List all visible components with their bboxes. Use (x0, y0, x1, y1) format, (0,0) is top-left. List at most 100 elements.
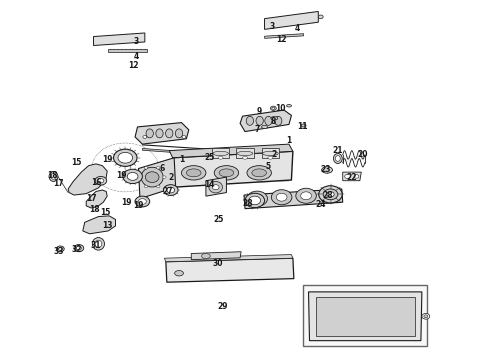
Ellipse shape (424, 315, 428, 318)
Polygon shape (135, 123, 189, 144)
Ellipse shape (287, 104, 292, 107)
Polygon shape (206, 177, 226, 196)
Ellipse shape (247, 191, 268, 206)
Text: 12: 12 (128, 62, 139, 71)
Ellipse shape (247, 166, 271, 180)
Text: 28: 28 (323, 190, 333, 199)
Ellipse shape (322, 167, 332, 173)
Polygon shape (343, 172, 361, 181)
Text: 6: 6 (159, 164, 165, 173)
Text: 11: 11 (297, 122, 308, 131)
Text: 12: 12 (276, 35, 287, 44)
Text: 18: 18 (47, 171, 57, 180)
Ellipse shape (118, 152, 133, 163)
Ellipse shape (181, 166, 206, 180)
Ellipse shape (335, 156, 340, 161)
Ellipse shape (344, 174, 350, 179)
Text: 19: 19 (102, 155, 113, 164)
Text: 17: 17 (86, 194, 97, 203)
Ellipse shape (214, 166, 239, 180)
Text: 18: 18 (89, 205, 100, 214)
Text: 19: 19 (117, 171, 127, 180)
Ellipse shape (58, 247, 62, 250)
Ellipse shape (325, 190, 336, 198)
Text: 3: 3 (269, 22, 274, 31)
Ellipse shape (95, 176, 107, 185)
Text: 17: 17 (53, 179, 64, 188)
Ellipse shape (327, 192, 334, 197)
Text: 20: 20 (357, 150, 368, 159)
Bar (303, 285, 427, 346)
Ellipse shape (146, 172, 159, 183)
Ellipse shape (301, 124, 306, 127)
Ellipse shape (166, 129, 173, 138)
Polygon shape (172, 151, 293, 187)
Polygon shape (68, 164, 107, 195)
Ellipse shape (123, 169, 143, 184)
Text: 3: 3 (134, 37, 139, 46)
Text: 31: 31 (91, 241, 101, 250)
Ellipse shape (146, 129, 153, 138)
Text: 19: 19 (122, 198, 132, 207)
Ellipse shape (219, 169, 234, 177)
Bar (212, 148, 229, 158)
Text: 9: 9 (257, 107, 262, 116)
Text: 14: 14 (204, 180, 215, 189)
Text: 23: 23 (320, 165, 331, 174)
Ellipse shape (49, 171, 58, 181)
Ellipse shape (245, 193, 265, 208)
Polygon shape (86, 190, 107, 208)
Text: 4: 4 (134, 52, 139, 61)
Ellipse shape (212, 185, 219, 190)
Polygon shape (243, 156, 282, 161)
Text: 29: 29 (218, 302, 228, 311)
Ellipse shape (127, 172, 138, 180)
Ellipse shape (252, 169, 267, 177)
Text: 2: 2 (271, 150, 277, 159)
Polygon shape (169, 144, 293, 158)
Polygon shape (309, 292, 422, 341)
Bar (236, 148, 254, 158)
Ellipse shape (98, 179, 104, 183)
Ellipse shape (135, 196, 150, 207)
Text: 4: 4 (295, 24, 300, 33)
Polygon shape (240, 110, 292, 132)
Ellipse shape (174, 271, 183, 276)
Ellipse shape (243, 156, 247, 159)
Ellipse shape (256, 116, 263, 125)
Ellipse shape (156, 129, 163, 138)
Polygon shape (265, 34, 304, 39)
Ellipse shape (157, 167, 160, 169)
Ellipse shape (354, 175, 359, 178)
Ellipse shape (141, 167, 163, 187)
Text: 32: 32 (71, 246, 82, 255)
Ellipse shape (56, 246, 64, 252)
Ellipse shape (249, 196, 261, 205)
Ellipse shape (265, 116, 272, 125)
Ellipse shape (114, 149, 137, 166)
Text: 8: 8 (270, 117, 276, 126)
Text: 33: 33 (53, 247, 64, 256)
Ellipse shape (422, 314, 430, 319)
Ellipse shape (175, 129, 183, 138)
Ellipse shape (209, 181, 222, 193)
Ellipse shape (270, 106, 276, 111)
Ellipse shape (145, 167, 148, 169)
Ellipse shape (163, 185, 178, 195)
Ellipse shape (262, 125, 268, 129)
Ellipse shape (271, 190, 292, 205)
Polygon shape (244, 189, 343, 209)
Text: 15: 15 (71, 158, 82, 167)
Ellipse shape (145, 185, 148, 188)
Text: 15: 15 (100, 208, 111, 217)
Polygon shape (94, 33, 145, 45)
Ellipse shape (51, 174, 56, 179)
Text: 5: 5 (266, 162, 271, 171)
Ellipse shape (272, 107, 275, 109)
Ellipse shape (218, 156, 223, 159)
Ellipse shape (246, 116, 253, 125)
Polygon shape (143, 148, 181, 153)
Bar (262, 148, 279, 158)
Ellipse shape (143, 135, 147, 138)
Polygon shape (108, 49, 147, 51)
